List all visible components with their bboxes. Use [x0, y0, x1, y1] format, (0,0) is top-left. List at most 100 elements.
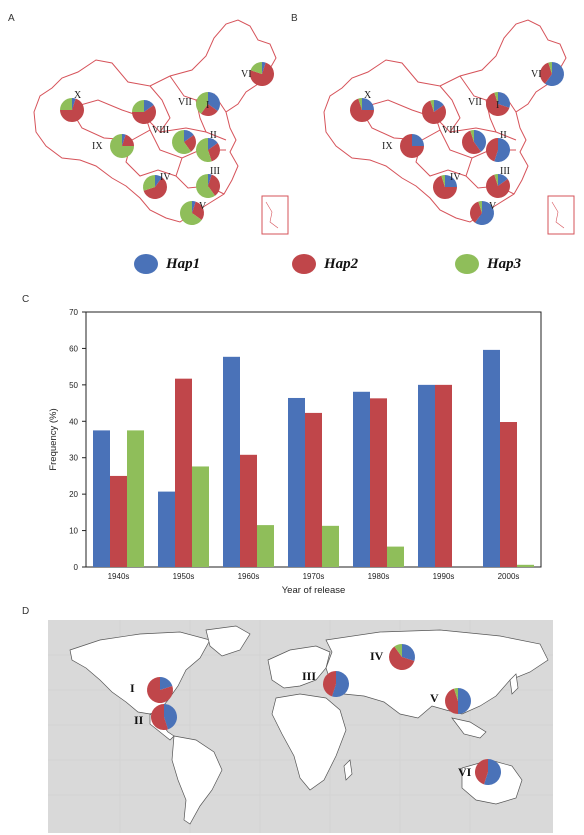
map-a-pie-vi-slice-hap2: [250, 62, 275, 87]
map-a-pie-iii: [195, 174, 220, 198]
africa: [271, 693, 347, 791]
map-b-pie-ii-slice-hap1: [494, 138, 511, 162]
map-b-pie-iii-slice-hap3: [494, 174, 498, 186]
x-tick-label: 1970s: [303, 572, 325, 581]
bar-hap2-1980s: [370, 398, 387, 567]
map-a-pie-i-slice-hap1: [208, 92, 220, 112]
map-b-region-label-ii: II: [500, 130, 507, 141]
japan: [509, 673, 519, 695]
world-pie-ii: [150, 704, 177, 730]
bar-hap2-1940s: [110, 475, 127, 567]
map-a-pie-ix-slice-hap2: [122, 134, 134, 146]
map-a-pie-viii-slice-hap1: [184, 130, 194, 142]
map-b-pie-vi-slice-hap3: [548, 62, 552, 74]
map-b-pie-x-slice-hap3: [358, 98, 362, 110]
world-pie-v-slice-hap2: [445, 688, 458, 714]
map-b-pie-ix-slice-hap1: [412, 134, 424, 146]
map-b-region-label-x: X: [364, 90, 372, 101]
map-b-pie-x: [350, 98, 374, 123]
map-a-pie-iv-slice-hap3: [143, 175, 155, 191]
panel-label-c: C: [22, 294, 30, 305]
map-a-pie-vi-slice-hap1: [262, 62, 266, 74]
map-b-pie-iii-slice-hap1: [498, 174, 508, 186]
south-china-sea-inset-a: [261, 195, 289, 235]
map-a-region-label-vi: VI: [241, 69, 252, 80]
map-a-pie-vii-slice-hap1: [144, 100, 154, 112]
map-a-region-label-vii: VII: [178, 97, 192, 108]
y-axis-label: Frequency (%): [48, 408, 59, 470]
map-b-pie-vii: [422, 100, 447, 125]
map-a-pie-x: [59, 98, 84, 123]
x-tick-label: 1950s: [173, 572, 195, 581]
map-b-region-label-viii: VIII: [442, 125, 459, 136]
panel-label-a: A: [8, 13, 15, 24]
legend-swatch-hap3: [455, 254, 479, 274]
map-a-pie-v-slice-hap2: [192, 201, 204, 221]
world-pie-iii-slice-hap1: [331, 671, 350, 697]
bar-hap1-1990s: [418, 384, 435, 567]
map-a-pie-ix-slice-hap1: [122, 134, 126, 146]
world-pie-iv: [388, 644, 415, 671]
map-b-region-label-i: I: [496, 100, 499, 111]
map-b-pie-vi: [540, 62, 565, 86]
map-b-pie-ii-slice-hap2: [486, 138, 498, 162]
world-region-label-iii: III: [302, 669, 316, 683]
world-region-label-vi: VI: [458, 765, 472, 779]
legend-swatch-hap1: [134, 254, 158, 274]
world-pie-vi-slice-hap1: [483, 759, 502, 785]
map-a-pie-vi-slice-hap3: [250, 62, 262, 74]
x-tick-label: 2000s: [498, 572, 520, 581]
map-a-pie-ii-slice-hap2: [208, 142, 220, 162]
map-a-region-label-v: V: [199, 201, 207, 212]
bar-hap2-1950s: [175, 378, 192, 567]
map-a-pie-v-slice-hap1: [192, 201, 196, 213]
bar-hap1-2000s: [483, 349, 500, 567]
map-b-region-label-vii: VII: [468, 97, 482, 108]
world-pie-iii: [323, 671, 350, 697]
map-b-pie-ii: [486, 138, 511, 162]
continents: [69, 625, 549, 825]
map-a-pie-ii: [195, 138, 220, 162]
map-a-pie-ix-slice-hap3: [110, 134, 134, 158]
map-b-pie-i-slice-hap1: [498, 92, 510, 108]
y-tick-label: 50: [69, 381, 78, 390]
map-a-region-label-iii: III: [210, 166, 220, 177]
map-a-pie-v: [179, 201, 204, 225]
y-tick-label: 10: [69, 527, 78, 536]
bar-hap3-1980s: [387, 546, 404, 567]
x-tick-label: 1980s: [368, 572, 390, 581]
map-b-pie-iii: [486, 174, 511, 199]
madagascar: [343, 759, 353, 781]
x-axis-label: Year of release: [282, 585, 346, 596]
world-region-label-i: I: [130, 681, 135, 695]
map-b-pie-v: [470, 201, 495, 225]
map-a-pie-i-slice-hap3: [196, 92, 208, 114]
map-a-pie-i: [196, 92, 220, 116]
map-a-pie-viii: [171, 130, 196, 155]
map-b-pie-iv-slice-hap3: [441, 175, 445, 187]
map-b-pie-x-slice-hap1: [362, 98, 374, 110]
world-pie-iii-slice-hap2: [323, 671, 336, 697]
map-a-pie-vii: [132, 100, 156, 125]
world-pie-v-slice-hap1: [458, 688, 471, 714]
map-a-region-label-iv: IV: [160, 172, 171, 183]
map-b-pie-ix-slice-hap2: [400, 134, 424, 158]
world-pie-vi-slice-hap2: [475, 759, 488, 785]
world-pie-ii-slice-hap2: [150, 704, 169, 730]
bar-hap1-1980s: [353, 391, 370, 567]
legend-label-hap3: Hap3: [487, 256, 522, 272]
bar-hap3-2000s: [517, 564, 534, 567]
y-tick-label: 60: [69, 344, 78, 353]
y-tick-label: 40: [69, 417, 78, 426]
map-b-pie-vii-slice-hap3: [430, 100, 434, 112]
world-pie-i-slice-hap2: [146, 677, 173, 703]
bar-hap1-1970s: [288, 397, 305, 567]
europe: [267, 645, 331, 689]
map-b-pie-x-slice-hap2: [350, 98, 374, 123]
bar-hap2-1960s: [240, 454, 257, 567]
map-a-pie-x-slice-hap3: [60, 98, 72, 110]
map-a-pie-vii-slice-hap3: [132, 100, 144, 112]
x-tick-label: 1960s: [238, 572, 260, 581]
map-a-region-label-i: I: [206, 100, 209, 111]
world-pie-ii-slice-hap1: [164, 704, 177, 730]
